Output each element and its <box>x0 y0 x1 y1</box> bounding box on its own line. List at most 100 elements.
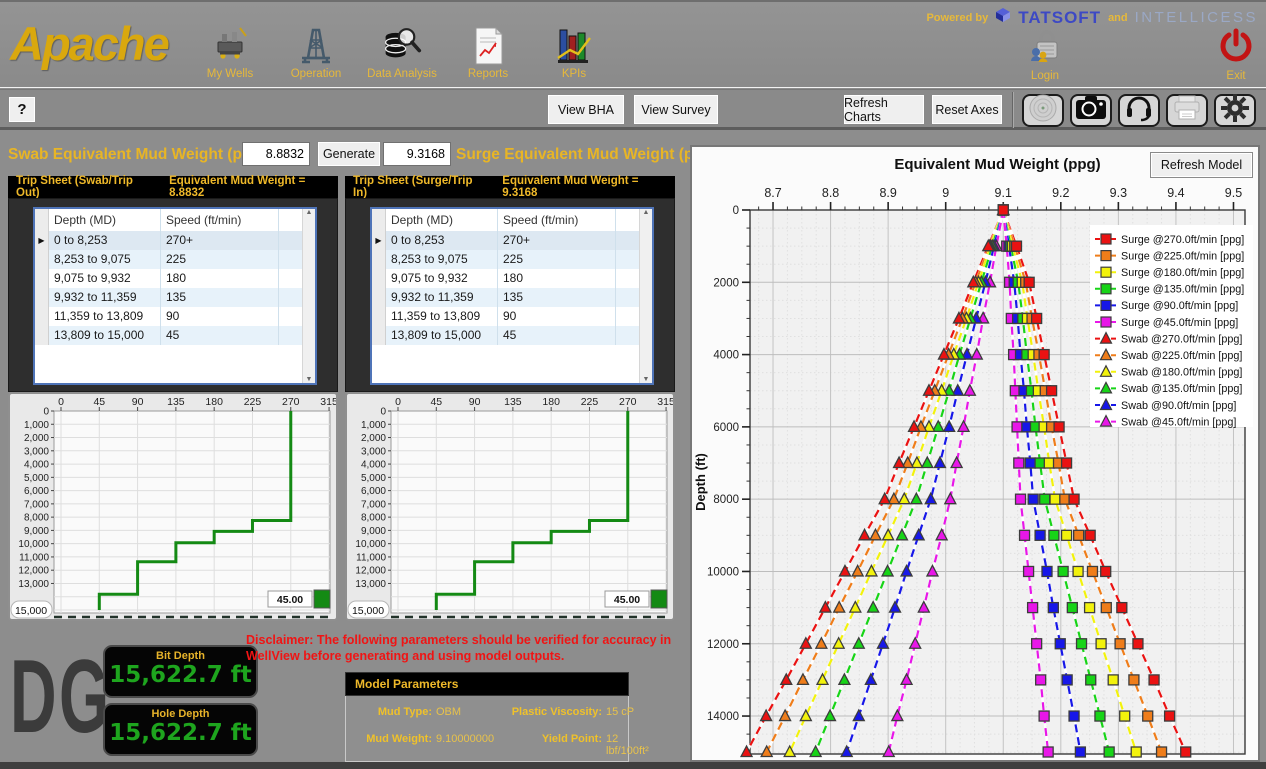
nav-item-data-analysis[interactable]: Data Analysis <box>367 26 437 80</box>
refresh-model-button[interactable]: Refresh Model <box>1150 152 1253 178</box>
nav-item-my-wells[interactable]: My Wells <box>196 26 264 80</box>
svg-text:45: 45 <box>430 396 442 408</box>
trip-table[interactable]: Depth (MD) Speed (ft/min) ▶ 0 to 8,253 270+ 8… <box>370 207 654 385</box>
chart-legend: Surge @270.0ft/min [ppg] Surge @225.0ft/m… <box>1090 225 1253 428</box>
tatsoft-cube-icon <box>995 7 1011 28</box>
y-axis-label: Depth (ft) <box>693 453 708 511</box>
trip-table-row[interactable]: 9,075 to 9,932 180 <box>372 269 652 288</box>
nav-item-kpis[interactable]: KPIs <box>540 26 608 80</box>
cell-speed: 225 <box>498 250 616 269</box>
cell-depth: 13,809 to 15,000 <box>49 326 161 345</box>
model-parameters-title: Model Parameters <box>345 672 629 696</box>
trip-table-container: Depth (MD) Speed (ft/min) ▶ 0 to 8,253 270+ 8… <box>345 198 675 392</box>
col-depth-md[interactable]: Depth (MD) <box>49 209 161 231</box>
view-survey-button[interactable]: View Survey <box>633 94 719 125</box>
help-button[interactable]: ? <box>8 96 36 123</box>
trip-speed-chart[interactable]: 0 45 90 135 180 225 270 315 0 1,000 2,000 3,000 4,00… <box>347 394 675 619</box>
printer-button[interactable] <box>1166 94 1208 127</box>
surge-emw-input[interactable] <box>383 142 451 166</box>
cell-depth: 8,253 to 9,075 <box>386 250 498 269</box>
exit-button[interactable]: Exit <box>1218 28 1254 82</box>
table-scrollbar[interactable]: ▲ ▼ <box>302 209 315 383</box>
model-param-label: Plastic Viscosity: <box>511 706 602 718</box>
trip-table-row[interactable]: 9,075 to 9,932 180 <box>35 269 315 288</box>
svg-text:10000: 10000 <box>707 566 739 578</box>
svg-text:13,000: 13,000 <box>355 579 386 590</box>
chart-series-surge-45-0ft-min-ppg- <box>1001 209 1050 753</box>
cell-speed: 270+ <box>161 231 279 250</box>
trip-sheet-title: Trip Sheet (Surge/Trip In) <box>353 175 473 199</box>
trip-table-row[interactable]: ▶ 0 to 8,253 270+ <box>35 231 315 250</box>
surge-emw-label: Surge Equivalent Mud Weight (ppg) <box>456 146 718 163</box>
trip-table-row[interactable]: 13,809 to 15,000 45 <box>372 326 652 345</box>
svg-text:225: 225 <box>244 396 262 408</box>
trip-table-container: Depth (MD) Speed (ft/min) ▶ 0 to 8,253 270+ 8… <box>8 198 338 392</box>
nav-item-operation[interactable]: Operation <box>282 26 350 80</box>
login-button[interactable]: Login <box>1028 28 1062 82</box>
trip-table[interactable]: Depth (MD) Speed (ft/min) ▶ 0 to 8,253 270+ 8… <box>33 207 317 385</box>
row-selector <box>372 250 386 269</box>
trip-table-row[interactable]: ▶ 0 to 8,253 270+ <box>372 231 652 250</box>
trip-speed-chart-panel: 0 45 90 135 180 225 270 315 0 1,000 2,000 3,000 4,00… <box>8 392 338 621</box>
reset-axes-button[interactable]: Reset Axes <box>931 94 1003 125</box>
table-scrollbar[interactable]: ▲ ▼ <box>639 209 652 383</box>
svg-text:0: 0 <box>380 407 386 418</box>
emw-chart[interactable]: Equivalent Mud Weight (ppg) 8.7 8.8 8.9 9 9.1… <box>692 147 1258 760</box>
trip-table-row[interactable]: 8,253 to 9,075 225 <box>35 250 315 269</box>
svg-text:8,000: 8,000 <box>361 513 386 524</box>
svg-text:14000: 14000 <box>707 711 739 723</box>
trip-sheet-panel-surge: Trip Sheet (Surge/Trip In) Equivalent Mud… <box>345 175 675 621</box>
svg-text:5,000: 5,000 <box>24 473 49 484</box>
view-bha-button[interactable]: View BHA <box>547 94 625 125</box>
svg-text:8.7: 8.7 <box>764 186 781 200</box>
bar-chart-icon <box>554 26 594 66</box>
row-selector <box>372 269 386 288</box>
svg-text:13,000: 13,000 <box>18 579 49 590</box>
row-selector <box>372 326 386 345</box>
trip-table-row[interactable]: 11,359 to 13,809 90 <box>372 307 652 326</box>
col-depth-md[interactable]: Depth (MD) <box>386 209 498 231</box>
oil-platform-icon <box>210 26 250 66</box>
model-parameters-body: Mud Type: OBM Plastic Viscosity: 15 cP Mud W… <box>345 696 649 762</box>
cell-depth: 11,359 to 13,809 <box>386 307 498 326</box>
svg-text:Surge @225.0ft/min [ppg]: Surge @225.0ft/min [ppg] <box>1121 250 1244 262</box>
cell-depth: 0 to 8,253 <box>49 231 161 250</box>
cell-depth: 9,075 to 9,932 <box>49 269 161 288</box>
trip-table-row[interactable]: 9,932 to 11,359 135 <box>372 288 652 307</box>
swab-emw-input[interactable] <box>242 142 310 166</box>
col-speed[interactable]: Speed (ft/min) <box>498 209 616 231</box>
svg-text:8.9: 8.9 <box>879 186 896 200</box>
gear-button[interactable] <box>1214 94 1256 127</box>
svg-text:9,000: 9,000 <box>24 526 49 537</box>
generate-button[interactable]: Generate <box>317 141 381 167</box>
trip-table-header: Depth (MD) Speed (ft/min) <box>35 209 315 231</box>
toolbar-separator <box>1012 92 1014 128</box>
chart-series-swab-135-0ft-min-ppg- <box>814 209 1005 753</box>
trip-table-row[interactable]: 11,359 to 13,809 90 <box>35 307 315 326</box>
dial-button[interactable] <box>1022 94 1064 127</box>
headset-button[interactable] <box>1118 94 1160 127</box>
svg-text:10,000: 10,000 <box>18 539 49 550</box>
cell-speed: 135 <box>498 288 616 307</box>
trip-table-row[interactable]: 9,932 to 11,359 135 <box>35 288 315 307</box>
cell-depth: 0 to 8,253 <box>386 231 498 250</box>
svg-text:10,000: 10,000 <box>355 539 386 550</box>
svg-text:2000: 2000 <box>713 277 739 289</box>
svg-text:Surge @180.0ft/min [ppg]: Surge @180.0ft/min [ppg] <box>1121 267 1244 279</box>
row-selector <box>372 288 386 307</box>
scroll-down-icon[interactable]: ▼ <box>305 376 313 383</box>
scroll-down-icon[interactable]: ▼ <box>642 376 650 383</box>
scroll-up-icon[interactable]: ▲ <box>305 209 313 216</box>
model-parameters-panel: Model Parameters Mud Type: OBM Plastic Vis… <box>345 672 649 762</box>
tatsoft-logo: TATSOFT <box>1018 7 1102 27</box>
main-navigation: My Wells Operation Data Analysis Reports KPI… <box>196 26 608 80</box>
trip-speed-chart[interactable]: 0 45 90 135 180 225 270 315 0 1,000 2,000 3,000 4,00… <box>10 394 338 619</box>
col-speed[interactable]: Speed (ft/min) <box>161 209 279 231</box>
trip-table-row[interactable]: 13,809 to 15,000 45 <box>35 326 315 345</box>
refresh-charts-button[interactable]: Refresh Charts <box>843 94 925 125</box>
scroll-up-icon[interactable]: ▲ <box>642 209 650 216</box>
svg-text:135: 135 <box>167 396 185 408</box>
camera-button[interactable] <box>1070 94 1112 127</box>
trip-table-row[interactable]: 8,253 to 9,075 225 <box>372 250 652 269</box>
nav-item-reports[interactable]: Reports <box>454 26 522 80</box>
